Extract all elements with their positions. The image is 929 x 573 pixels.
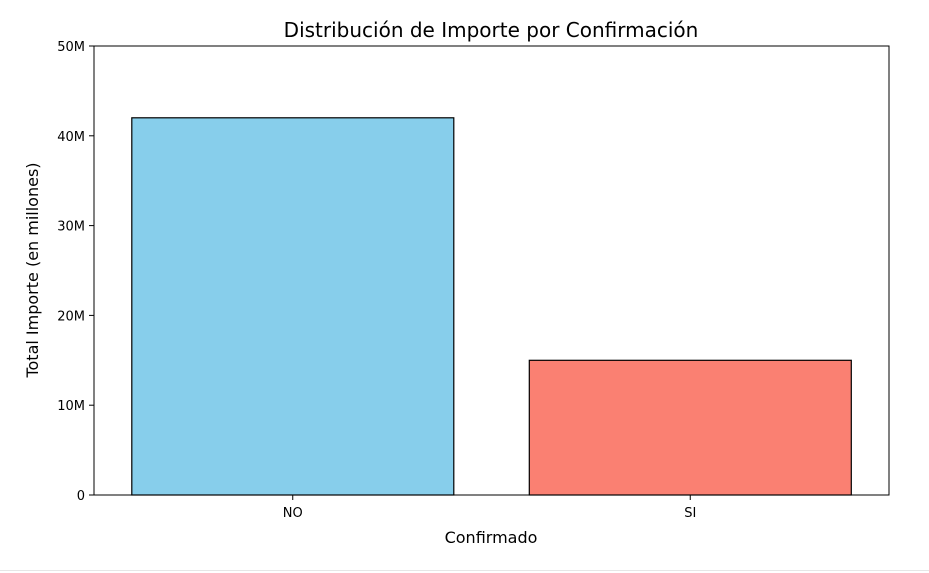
plot-area: NO SI 0 10M 20M 30M 40M 50M — [57, 40, 890, 521]
y-tick-label: 10M — [57, 399, 85, 414]
bar-si — [528, 359, 852, 496]
bottom-divider — [0, 570, 929, 571]
x-axis-label: Confirmado — [445, 528, 538, 547]
x-tick-label-no: NO — [283, 506, 303, 521]
bar-no — [131, 117, 455, 496]
x-tick-label-si: SI — [684, 506, 696, 521]
y-tick-label: 0 — [77, 489, 85, 504]
y-tick-label: 40M — [57, 130, 85, 145]
plot-frame — [93, 45, 890, 496]
chart-title: Distribución de Importe por Confirmación — [284, 18, 699, 42]
y-tick-label: 20M — [57, 309, 85, 324]
y-tick-label: 50M — [57, 40, 85, 55]
y-axis-label: Total Importe (en millones) — [23, 162, 42, 378]
y-tick-label: 30M — [57, 220, 85, 235]
